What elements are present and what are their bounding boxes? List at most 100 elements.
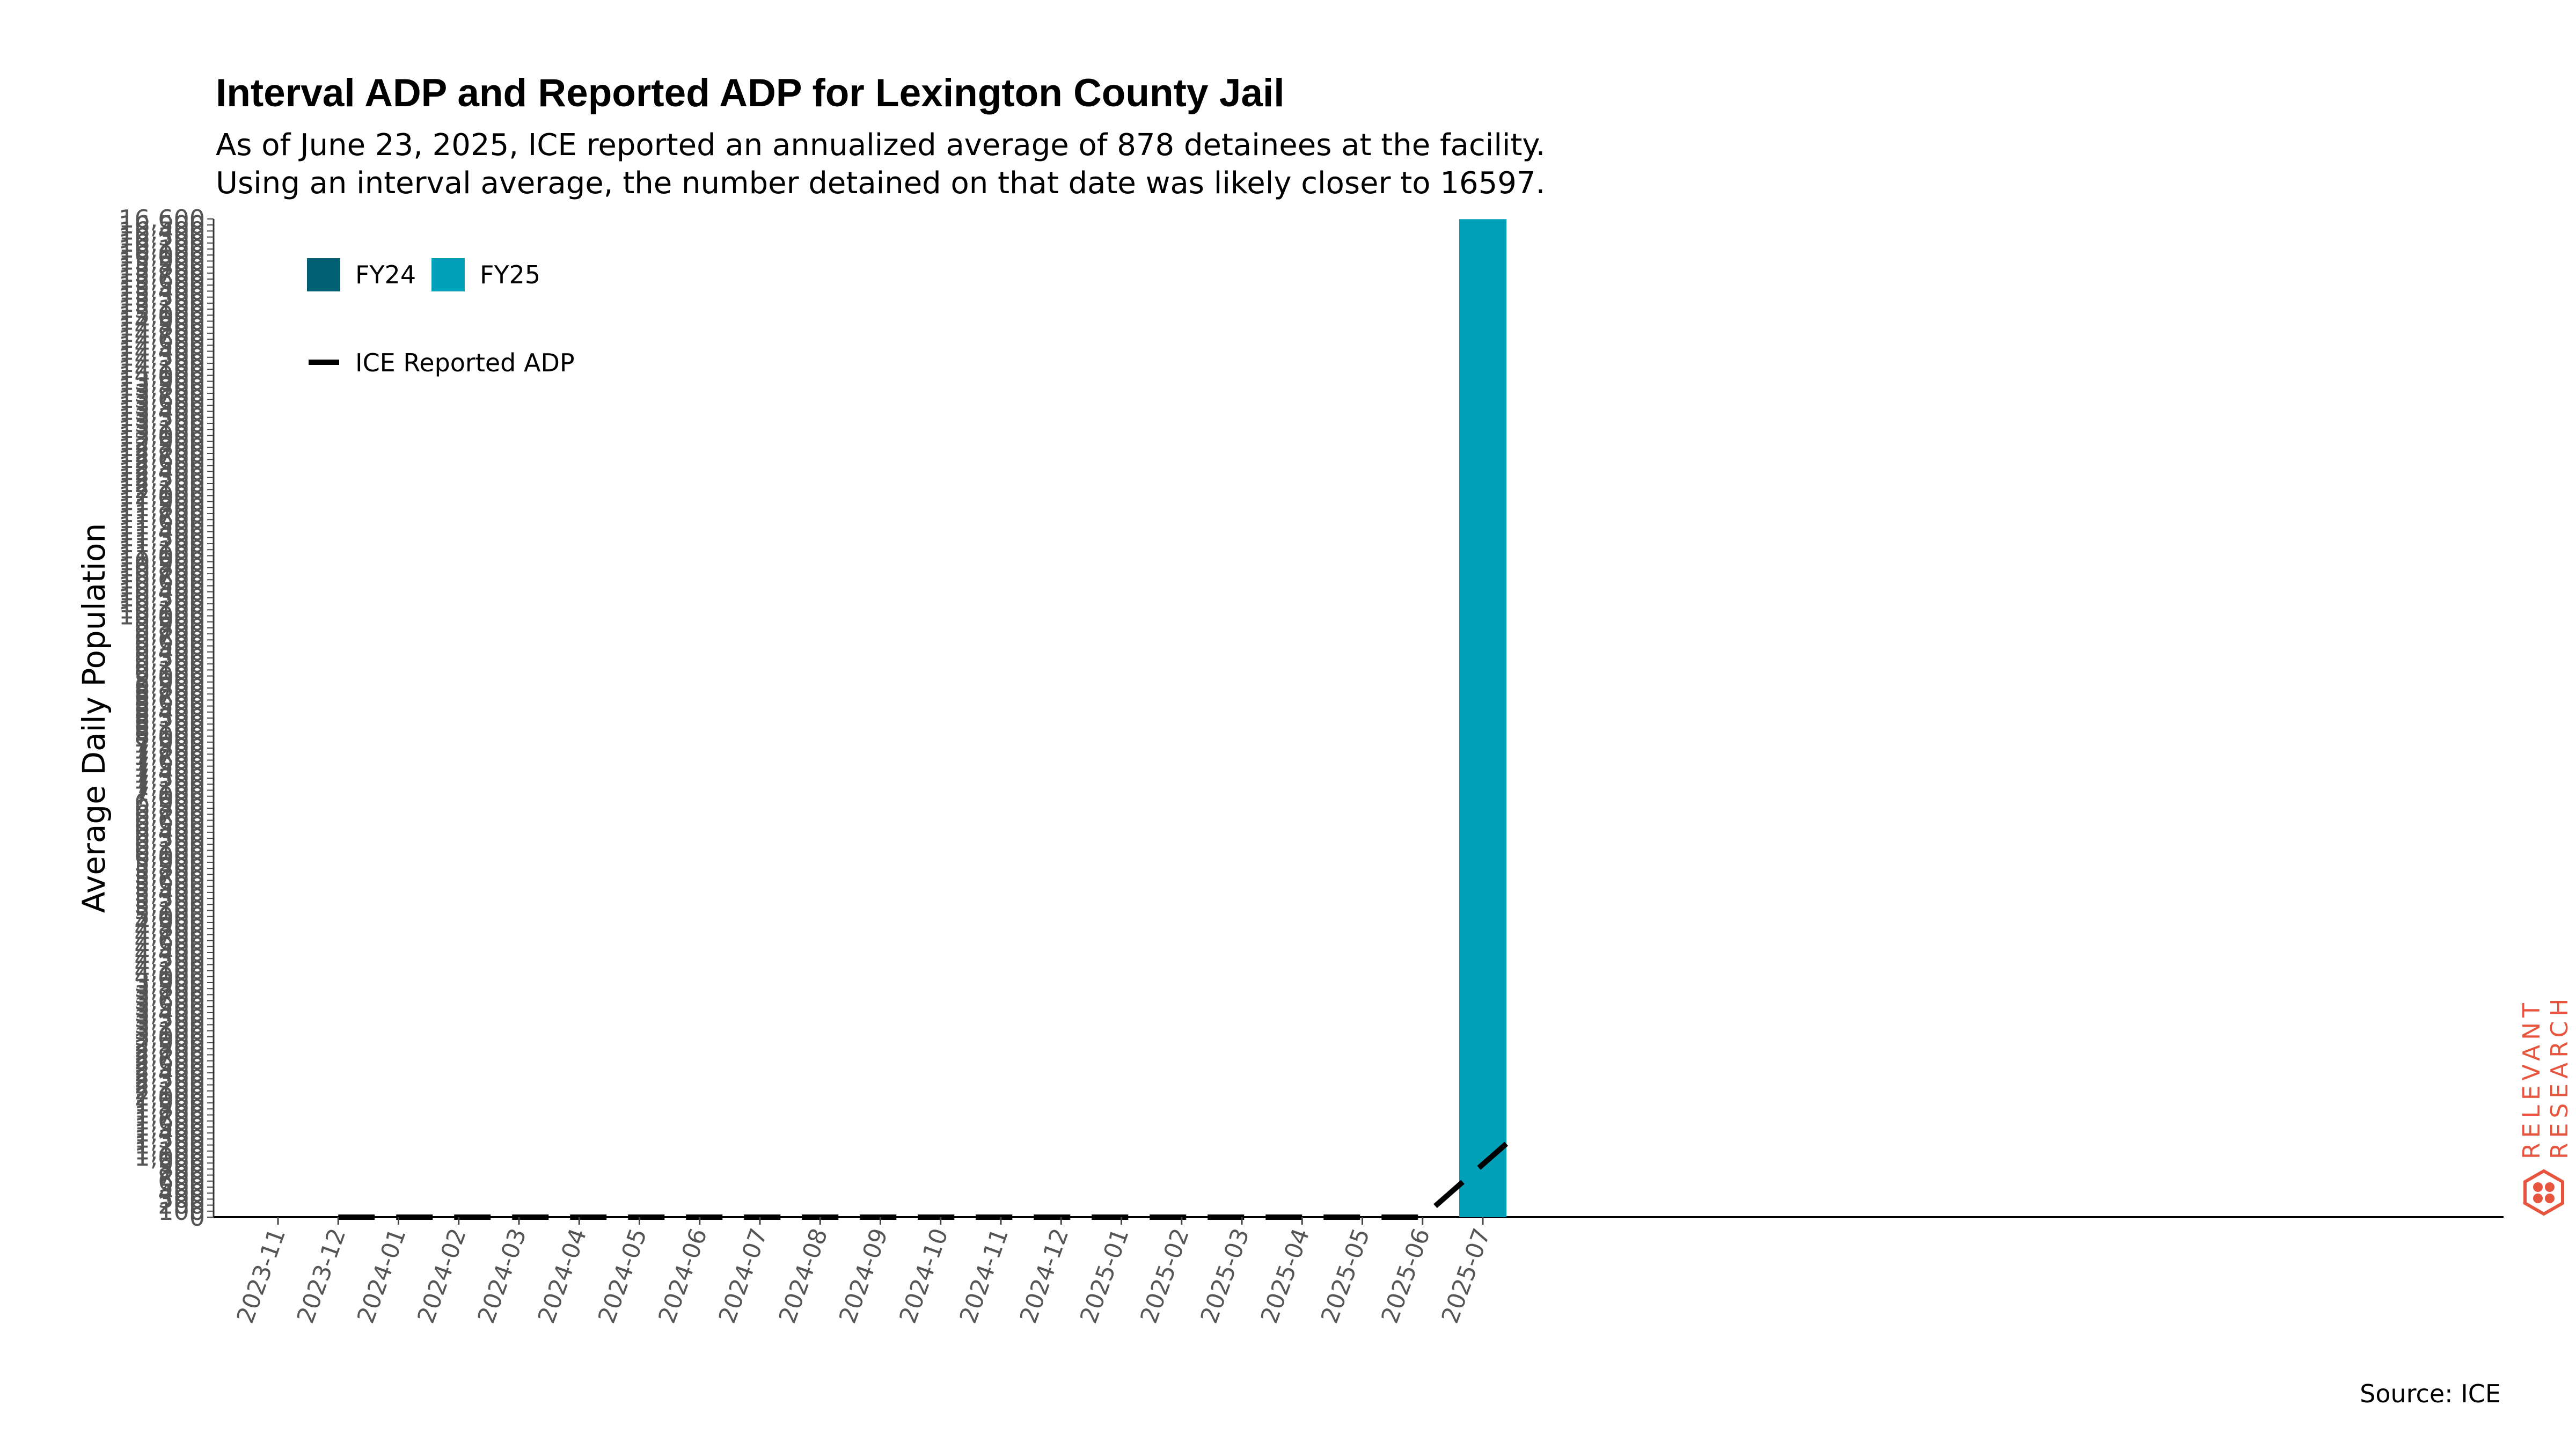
y-tick-label: 9,900 (134, 608, 205, 636)
y-tick-label: 2,300 (134, 1064, 205, 1093)
logo-text-line-2: RESEARCH (2546, 994, 2573, 1159)
y-tick-label: 8,600 (134, 685, 205, 714)
y-tick-label: 3,200 (134, 1010, 205, 1039)
y-tick-label: 6,200 (134, 830, 205, 859)
y-tick-label: 4,100 (134, 956, 205, 985)
y-tick-label: 16,500 (119, 210, 205, 239)
y-tick-label: 7,400 (134, 758, 205, 787)
y-tick-label: 8,400 (134, 698, 205, 727)
y-tick-label: 3,500 (134, 992, 205, 1021)
y-tick-label: 900 (158, 1148, 205, 1177)
x-tick-label: 2025-07 (1437, 1225, 1496, 1327)
x-tick-label: 2024-10 (894, 1225, 954, 1327)
y-tick-label: 15,800 (119, 253, 205, 282)
y-tick-label: 15,000 (119, 301, 205, 330)
y-tick-label: 8,200 (134, 709, 205, 738)
y-tick-label: 2,800 (134, 1034, 205, 1063)
y-tick-label: 8,000 (134, 722, 205, 751)
y-tick-label: 11,500 (119, 511, 205, 540)
y-tick-label: 9,000 (134, 662, 205, 691)
x-tick-label: 2025-05 (1316, 1225, 1375, 1327)
y-tick-label: 8,700 (134, 679, 205, 708)
legend-label-reported-adp: ICE Reported ADP (355, 348, 575, 377)
x-tick-label: 2023-12 (292, 1225, 352, 1327)
y-tick-label: 12,100 (119, 475, 205, 504)
x-tick-label: 2024-12 (1015, 1225, 1074, 1327)
y-tick-label: 3,800 (134, 974, 205, 1003)
x-tick-label: 2025-04 (1256, 1225, 1315, 1327)
y-tick-label: 13,300 (119, 403, 205, 432)
y-tick-label: 4,900 (134, 908, 205, 937)
y-tick-label: 6,900 (134, 788, 205, 817)
y-tick-label: 13,800 (119, 373, 205, 402)
y-tick-label: 14,400 (119, 337, 205, 366)
y-tick-label: 6,100 (134, 836, 205, 865)
y-tick-label: 11,200 (119, 529, 205, 558)
x-tick-label: 2024-01 (352, 1225, 412, 1327)
y-tick-label: 11,700 (119, 499, 205, 528)
y-tick-label: 6,400 (134, 818, 205, 847)
y-tick-label: 15,900 (119, 246, 205, 275)
y-tick-label: 11,600 (119, 505, 205, 534)
y-tick-label: 0 (189, 1203, 205, 1232)
y-tick-label: 7,100 (134, 775, 205, 804)
legend-label-fy24: FY24 (355, 260, 416, 289)
y-tick-label: 1,400 (134, 1118, 205, 1147)
legend-label-fy25: FY25 (480, 260, 540, 289)
y-tick-label: 2,200 (134, 1070, 205, 1099)
y-tick-label: 6,500 (134, 812, 205, 841)
x-tick-label: 2024-11 (955, 1225, 1014, 1327)
y-tick-label: 1,800 (134, 1094, 205, 1123)
legend: FY24 FY25 ICE Reported ADP (307, 258, 575, 377)
y-tick-label: 9,100 (134, 655, 205, 684)
y-tick-label: 12,500 (119, 451, 205, 480)
y-tick-label: 9,400 (134, 638, 205, 667)
y-tick-label: 16,200 (119, 229, 205, 258)
logo-hexagon-icon (2523, 1169, 2564, 1216)
y-tick-label: 9,500 (134, 632, 205, 661)
y-tick-layer: 01002003004005006007008009001,0001,1001,… (119, 204, 214, 1232)
y-tick-label: 14,200 (119, 349, 205, 378)
y-tick-label: 14,900 (119, 306, 205, 335)
y-tick-label: 16,400 (119, 216, 205, 245)
x-tick-label: 2024-05 (593, 1225, 653, 1327)
y-tick-label: 3,700 (134, 980, 205, 1009)
y-tick-label: 5,700 (134, 860, 205, 889)
y-tick-label: 7,700 (134, 740, 205, 769)
y-tick-label: 6,000 (134, 842, 205, 871)
y-tick-label: 14,300 (119, 343, 205, 372)
y-tick-label: 16,100 (119, 235, 205, 264)
y-tick-label: 1,000 (134, 1143, 205, 1172)
y-tick-label: 4,800 (134, 914, 205, 943)
y-tick-label: 13,400 (119, 397, 205, 426)
y-tick-label: 7,300 (134, 764, 205, 793)
y-tick-label: 800 (158, 1154, 205, 1183)
x-tick-label: 2025-06 (1376, 1225, 1436, 1327)
y-tick-label: 300 (158, 1184, 205, 1213)
y-tick-label: 12,400 (119, 457, 205, 486)
y-tick-label: 13,900 (119, 367, 205, 396)
y-tick-label: 9,600 (134, 625, 205, 654)
y-tick-label: 1,200 (134, 1131, 205, 1160)
y-tick-label: 7,800 (134, 734, 205, 763)
y-tick-label: 1,300 (134, 1124, 205, 1153)
y-tick-label: 10,300 (119, 583, 205, 612)
y-tick-label: 1,700 (134, 1101, 205, 1130)
y-tick-label: 4,600 (134, 926, 205, 955)
legend-swatch-fy24 (307, 258, 340, 291)
y-tick-label: 8,800 (134, 674, 205, 702)
y-tick-label: 1,500 (134, 1113, 205, 1141)
y-tick-label: 15,500 (119, 270, 205, 299)
x-tick-label: 2024-03 (473, 1225, 532, 1327)
x-tick-label: 2025-01 (1075, 1225, 1135, 1327)
y-tick-label: 100 (158, 1197, 205, 1226)
y-tick-label: 12,900 (119, 427, 205, 456)
y-tick-label: 3,900 (134, 968, 205, 997)
y-tick-label: 9,800 (134, 613, 205, 642)
y-tick-label: 11,100 (119, 535, 205, 564)
y-tick-label: 12,200 (119, 469, 205, 498)
y-tick-label: 5,000 (134, 902, 205, 931)
y-tick-label: 400 (158, 1179, 205, 1208)
y-tick-label: 15,200 (119, 289, 205, 318)
y-tick-label: 3,100 (134, 1016, 205, 1045)
